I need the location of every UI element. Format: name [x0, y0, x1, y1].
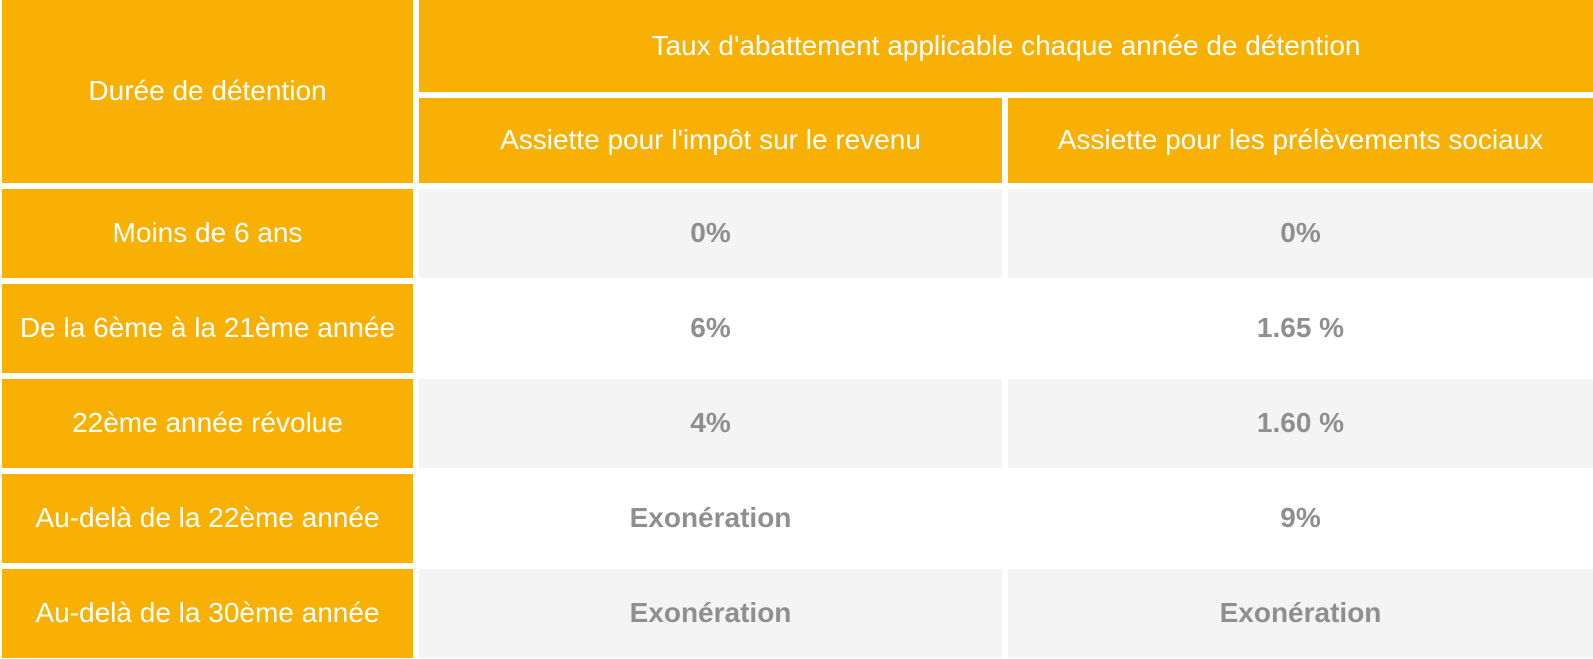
cell-income-tax-value: 0% [419, 189, 1002, 278]
row-label: 22ème année révolue [2, 379, 413, 468]
corner-header-duration: Durée de détention [2, 0, 413, 183]
subheader-income-tax: Assiette pour l'impôt sur le revenu [419, 98, 1002, 183]
subheader-social-levies: Assiette pour les prélèvements sociaux [1008, 98, 1593, 183]
cell-social-levies-value: 1.65 % [1008, 284, 1593, 373]
cell-social-levies-value: 0% [1008, 189, 1593, 278]
group-header: Taux d'abattement applicable chaque anné… [419, 0, 1593, 92]
cell-income-tax-value: Exonération [419, 569, 1002, 658]
row-label: De la 6ème à la 21ème année [2, 284, 413, 373]
cell-social-levies-value: Exonération [1008, 569, 1593, 658]
cell-income-tax-value: 6% [419, 284, 1002, 373]
cell-social-levies-value: 9% [1008, 474, 1593, 563]
cell-income-tax-value: 4% [419, 379, 1002, 468]
row-label: Moins de 6 ans [2, 189, 413, 278]
row-label: Au-delà de la 22ème année [2, 474, 413, 563]
row-label: Au-delà de la 30ème année [2, 569, 413, 658]
cell-social-levies-value: 1.60 % [1008, 379, 1593, 468]
cell-income-tax-value: Exonération [419, 474, 1002, 563]
